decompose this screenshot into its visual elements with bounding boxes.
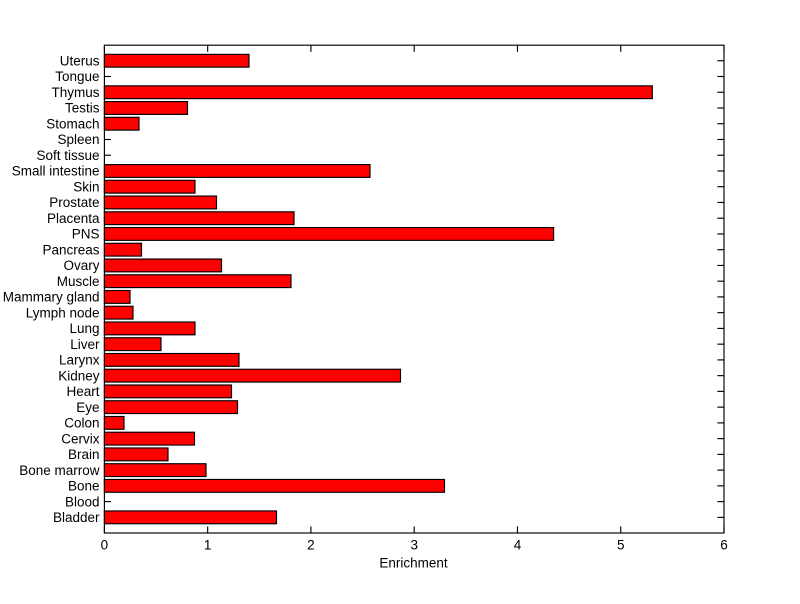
svg-text:3: 3 (410, 537, 418, 552)
svg-text:Muscle: Muscle (57, 274, 100, 289)
svg-text:6: 6 (720, 537, 728, 552)
svg-text:Lymph node: Lymph node (26, 305, 100, 320)
svg-text:Placenta: Placenta (47, 211, 100, 226)
svg-text:Thymus: Thymus (51, 85, 99, 100)
svg-text:Stomach: Stomach (46, 116, 99, 131)
svg-text:Testis: Testis (65, 101, 100, 116)
svg-text:0: 0 (101, 537, 109, 552)
svg-text:Heart: Heart (66, 384, 99, 399)
svg-text:Kidney: Kidney (58, 368, 100, 383)
svg-text:Larynx: Larynx (59, 353, 100, 368)
svg-text:Mammary gland: Mammary gland (3, 290, 100, 305)
svg-text:Eye: Eye (76, 400, 99, 415)
svg-text:5: 5 (617, 537, 625, 552)
svg-text:Pancreas: Pancreas (42, 242, 99, 257)
svg-text:Liver: Liver (70, 337, 100, 352)
svg-text:Spleen: Spleen (57, 132, 99, 147)
svg-text:Colon: Colon (64, 416, 99, 431)
svg-text:Brain: Brain (68, 447, 100, 462)
svg-text:Cervix: Cervix (61, 431, 100, 446)
svg-text:4: 4 (514, 537, 522, 552)
svg-text:Small intestine: Small intestine (12, 164, 100, 179)
svg-text:Soft tissue: Soft tissue (36, 148, 99, 163)
svg-text:Enrichment: Enrichment (379, 555, 448, 570)
svg-text:Blood: Blood (65, 494, 100, 509)
svg-text:Prostate: Prostate (49, 195, 99, 210)
svg-text:1: 1 (204, 537, 212, 552)
svg-text:Bladder: Bladder (53, 510, 100, 525)
svg-text:Skin: Skin (73, 179, 99, 194)
svg-text:Ovary: Ovary (63, 258, 99, 273)
svg-text:2: 2 (307, 537, 315, 552)
svg-text:Uterus: Uterus (60, 53, 100, 68)
svg-text:Tongue: Tongue (55, 69, 99, 84)
svg-text:Bone: Bone (68, 479, 100, 494)
svg-text:Bone marrow: Bone marrow (19, 463, 100, 478)
svg-text:PNS: PNS (72, 227, 100, 242)
svg-text:Lung: Lung (69, 321, 99, 336)
